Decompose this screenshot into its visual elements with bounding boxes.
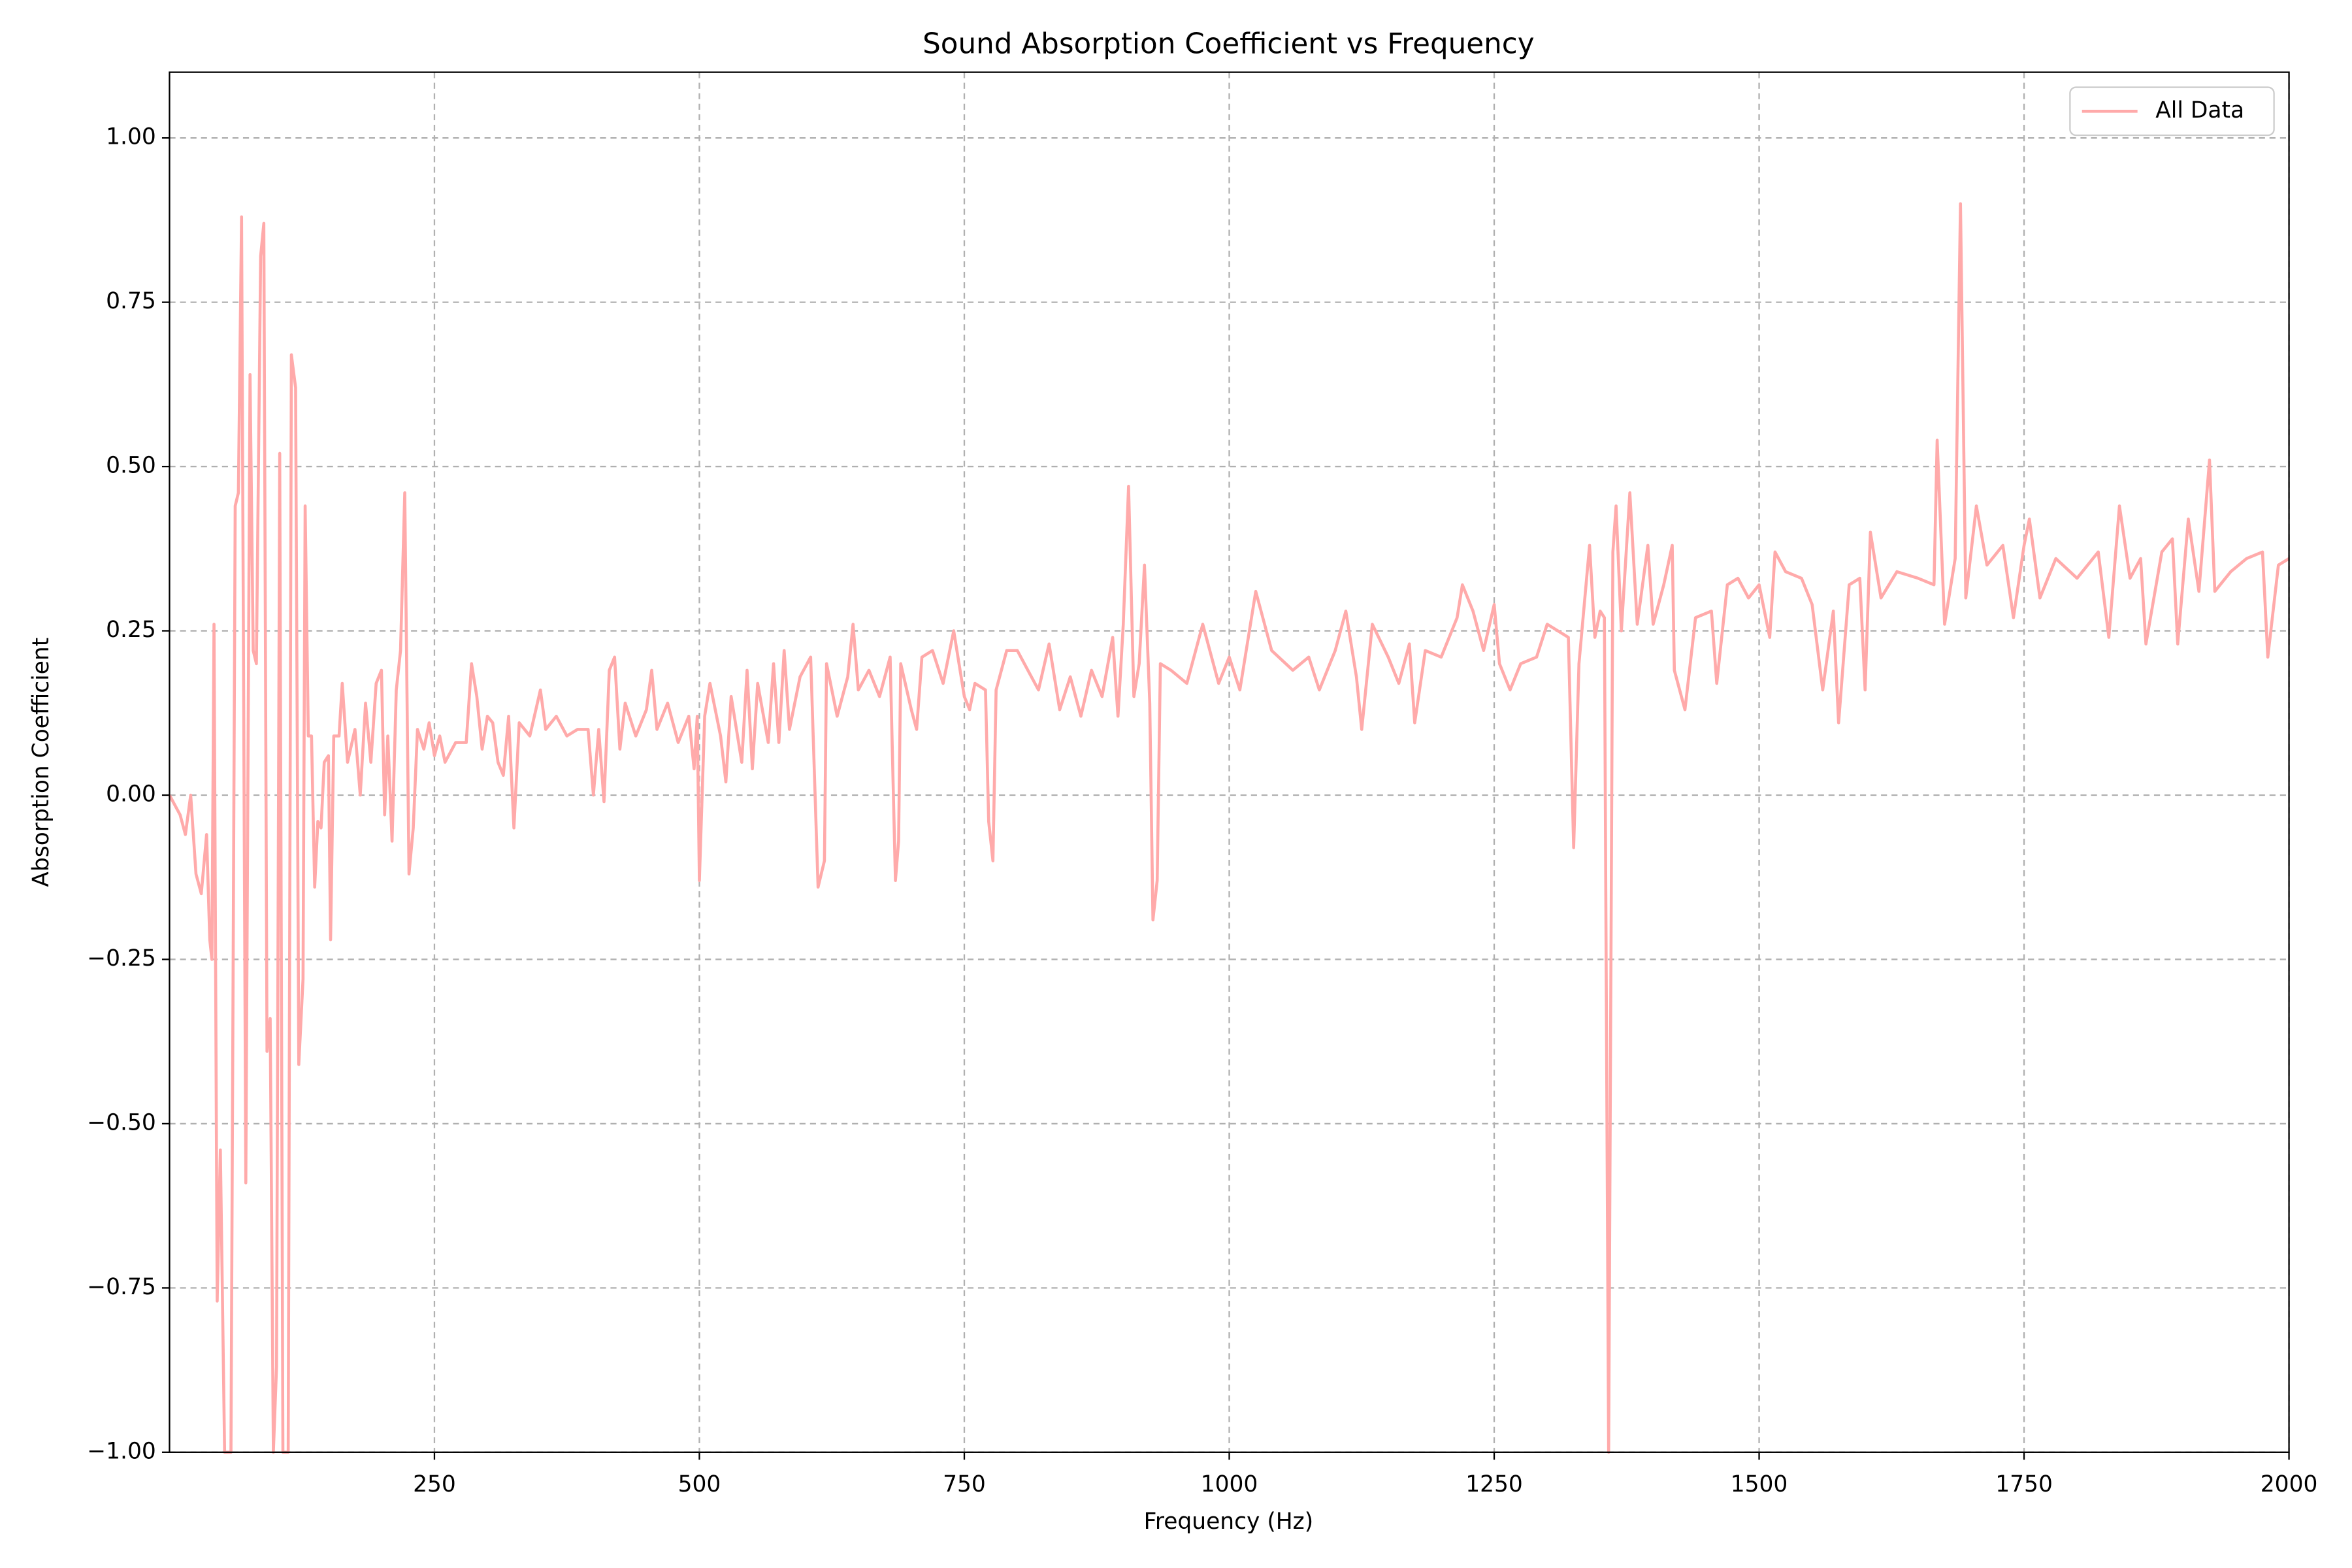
x-tick-label: 500: [678, 1471, 721, 1497]
x-tick-label: 1000: [1201, 1471, 1258, 1497]
y-tick-label: 0.25: [106, 617, 156, 643]
data-line: [168, 202, 2290, 1454]
legend-box: [2069, 86, 2275, 137]
y-tick-label: 0.75: [106, 288, 156, 314]
x-tick-label: 1750: [1995, 1471, 2053, 1497]
y-tick-label: −0.75: [87, 1274, 155, 1300]
x-axis-label: Frequency (Hz): [1144, 1509, 1314, 1535]
x-tick-label: 250: [413, 1471, 456, 1497]
y-tick-label: −0.25: [87, 945, 155, 972]
x-tick-label: 2000: [2261, 1471, 2318, 1497]
y-tick-label: 0.00: [106, 781, 156, 808]
chart-title: Sound Absorption Coefficient vs Frequenc…: [923, 27, 1534, 60]
y-tick-label: 1.00: [106, 124, 156, 150]
y-tick-label: 0.50: [106, 453, 156, 479]
y-tick-label: −0.50: [87, 1109, 155, 1135]
plot-frame: [169, 71, 2290, 1453]
x-tick-label: 1500: [1731, 1471, 1788, 1497]
y-axis-label: Absorption Coefficient: [28, 638, 54, 887]
y-tick-label: −1.00: [87, 1438, 155, 1464]
x-tick-label: 1250: [1465, 1471, 1523, 1497]
x-tick-label: 750: [943, 1471, 986, 1497]
legend-label: All Data: [2155, 97, 2244, 123]
